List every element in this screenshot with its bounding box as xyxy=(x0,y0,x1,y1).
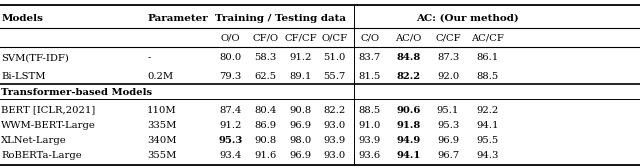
Text: 110M: 110M xyxy=(147,106,177,115)
Text: 335M: 335M xyxy=(147,121,177,130)
Text: 82.2: 82.2 xyxy=(396,72,420,81)
Text: 92.2: 92.2 xyxy=(477,106,499,115)
Text: 80.4: 80.4 xyxy=(255,106,276,115)
Text: 93.9: 93.9 xyxy=(323,136,345,145)
Text: 355M: 355M xyxy=(147,151,177,160)
Text: Bi-LSTM: Bi-LSTM xyxy=(1,72,46,81)
Text: RoBERTa-Large: RoBERTa-Large xyxy=(1,151,82,160)
Text: 93.4: 93.4 xyxy=(220,151,241,160)
Text: SVM(TF-IDF): SVM(TF-IDF) xyxy=(1,53,69,62)
Text: 94.1: 94.1 xyxy=(476,121,499,130)
Text: 84.8: 84.8 xyxy=(396,53,420,62)
Text: 91.8: 91.8 xyxy=(396,121,420,130)
Text: CF/CF: CF/CF xyxy=(285,33,317,42)
Text: 87.3: 87.3 xyxy=(437,53,459,62)
Text: 91.2: 91.2 xyxy=(290,53,312,62)
Text: 93.6: 93.6 xyxy=(359,151,381,160)
Text: AC: (Our method): AC: (Our method) xyxy=(416,14,518,23)
Text: 94.9: 94.9 xyxy=(396,136,420,145)
Text: 80.0: 80.0 xyxy=(220,53,241,62)
Text: CF/O: CF/O xyxy=(253,33,278,42)
Text: C/CF: C/CF xyxy=(435,33,461,42)
Text: 88.5: 88.5 xyxy=(359,106,381,115)
Text: AC/O: AC/O xyxy=(395,33,422,42)
Text: -: - xyxy=(147,53,150,62)
Text: 93.9: 93.9 xyxy=(359,136,381,145)
Text: 81.5: 81.5 xyxy=(359,72,381,81)
Text: 95.5: 95.5 xyxy=(477,136,499,145)
Text: C/O: C/O xyxy=(360,33,380,42)
Text: O/CF: O/CF xyxy=(321,33,347,42)
Text: 90.6: 90.6 xyxy=(396,106,420,115)
Text: 96.9: 96.9 xyxy=(437,136,459,145)
Text: 82.2: 82.2 xyxy=(323,106,345,115)
Text: 55.7: 55.7 xyxy=(323,72,345,81)
Text: 95.3: 95.3 xyxy=(218,136,243,145)
Text: BERT [ICLR,2021]: BERT [ICLR,2021] xyxy=(1,106,95,115)
Text: 92.0: 92.0 xyxy=(437,72,459,81)
Text: 58.3: 58.3 xyxy=(255,53,276,62)
Text: 91.0: 91.0 xyxy=(359,121,381,130)
Text: 98.0: 98.0 xyxy=(290,136,312,145)
Text: 83.7: 83.7 xyxy=(359,53,381,62)
Text: 93.0: 93.0 xyxy=(323,151,345,160)
Text: AC/CF: AC/CF xyxy=(471,33,504,42)
Text: 87.4: 87.4 xyxy=(220,106,241,115)
Text: 91.2: 91.2 xyxy=(220,121,241,130)
Text: 94.1: 94.1 xyxy=(396,151,420,160)
Text: 340M: 340M xyxy=(147,136,177,145)
Text: 95.1: 95.1 xyxy=(437,106,459,115)
Text: XLNet-Large: XLNet-Large xyxy=(1,136,67,145)
Text: 91.6: 91.6 xyxy=(255,151,276,160)
Text: 88.5: 88.5 xyxy=(477,72,499,81)
Text: Transformer-based Models: Transformer-based Models xyxy=(1,88,152,97)
Text: 96.9: 96.9 xyxy=(290,121,312,130)
Text: 96.9: 96.9 xyxy=(290,151,312,160)
Text: Training / Testing data: Training / Testing data xyxy=(215,14,346,23)
Text: WWM-BERT-Large: WWM-BERT-Large xyxy=(1,121,96,130)
Text: O/O: O/O xyxy=(221,33,240,42)
Text: Models: Models xyxy=(1,14,43,23)
Text: 51.0: 51.0 xyxy=(323,53,345,62)
Text: 0.2M: 0.2M xyxy=(147,72,173,81)
Text: 94.3: 94.3 xyxy=(477,151,499,160)
Text: 93.0: 93.0 xyxy=(323,121,345,130)
Text: 86.9: 86.9 xyxy=(255,121,276,130)
Text: 90.8: 90.8 xyxy=(255,136,276,145)
Text: 86.1: 86.1 xyxy=(477,53,499,62)
Text: 79.3: 79.3 xyxy=(220,72,241,81)
Text: 62.5: 62.5 xyxy=(255,72,276,81)
Text: 89.1: 89.1 xyxy=(290,72,312,81)
Text: 90.8: 90.8 xyxy=(290,106,312,115)
Text: Parameter: Parameter xyxy=(147,14,208,23)
Text: 95.3: 95.3 xyxy=(437,121,459,130)
Text: 96.7: 96.7 xyxy=(437,151,459,160)
